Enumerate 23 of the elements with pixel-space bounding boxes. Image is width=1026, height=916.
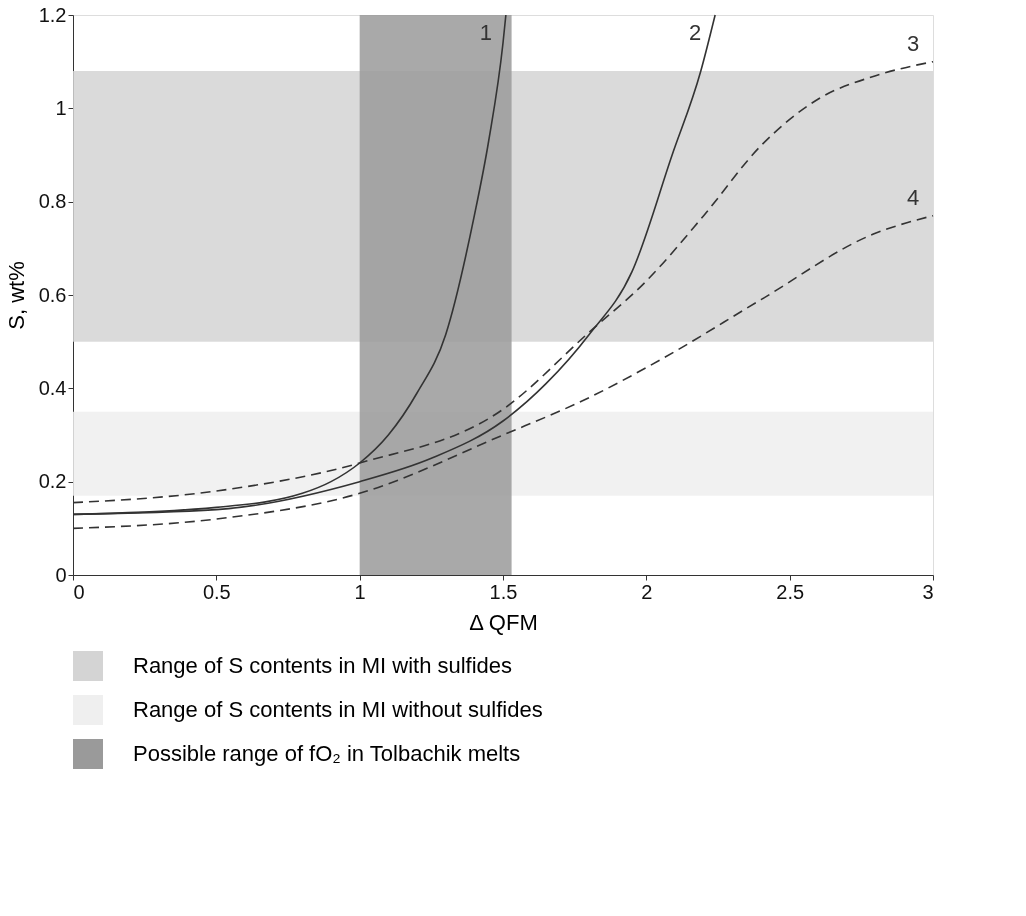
series-label: 2 bbox=[689, 20, 702, 45]
legend-label: Range of S contents in MI without sulfides bbox=[133, 697, 543, 722]
series-label: 3 bbox=[906, 30, 920, 56]
x-tick-label: 3 bbox=[922, 580, 934, 603]
x-tick-label: 2.5 bbox=[776, 580, 805, 603]
x-tick-label: 2 bbox=[641, 580, 653, 603]
x-tick-label: 0.5 bbox=[202, 580, 231, 603]
series-label: 4 bbox=[906, 184, 920, 210]
x-tick-label: 1 bbox=[354, 580, 366, 603]
series-label: 1 bbox=[479, 20, 492, 45]
x-tick-label: 1.5 bbox=[489, 580, 518, 603]
legend-label: Range of S contents in MI with sulfides bbox=[133, 653, 513, 678]
y-tick-label: 0.8 bbox=[38, 190, 67, 213]
y-tick-label: 0.2 bbox=[38, 470, 67, 493]
y-tick-label: 0.4 bbox=[38, 376, 67, 399]
x-axis-title: Δ QFM bbox=[469, 609, 538, 635]
x-tick-label: 0 bbox=[73, 580, 85, 603]
y-tick-label: 0.6 bbox=[38, 283, 67, 306]
y-tick-label: 1.2 bbox=[38, 3, 67, 26]
y-tick-label: 0 bbox=[55, 563, 67, 586]
y-tick-label: 1 bbox=[55, 96, 67, 119]
y-axis-title: S, wt% bbox=[3, 261, 29, 330]
legend-label: Possible range of fO₂ in Tolbachik melts bbox=[133, 741, 521, 766]
